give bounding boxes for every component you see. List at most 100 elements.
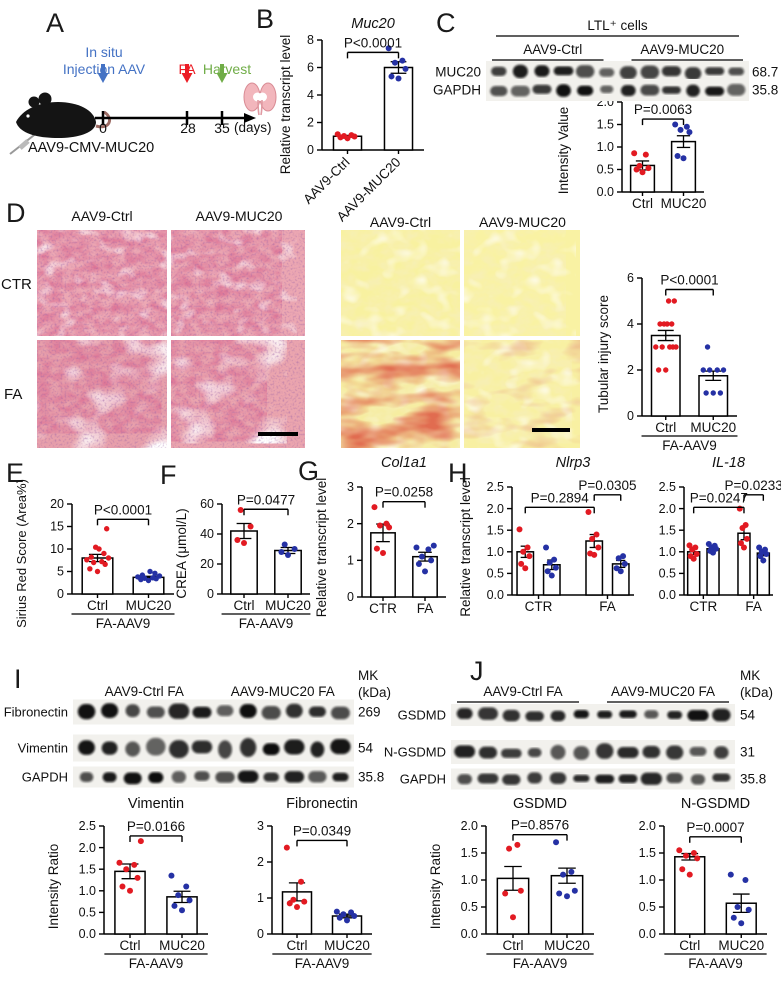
svg-text:3: 3 <box>257 819 264 833</box>
svg-text:P=0.0007: P=0.0007 <box>686 820 744 835</box>
panel-label-e: E <box>6 458 25 488</box>
svg-text:CREA (μmol/L): CREA (μmol/L) <box>174 508 189 598</box>
svg-text:MUC20: MUC20 <box>661 196 707 211</box>
svg-text:AAV9-Ctrl FA: AAV9-Ctrl FA <box>105 684 184 699</box>
svg-text:20: 20 <box>200 557 214 571</box>
chart-muc20-transcript: 0 2 4 6 8 AAV9-Ctrl AAV9-MUC20 P<0.0001 Muc20 Rel… <box>278 14 432 224</box>
svg-text:0: 0 <box>207 587 214 601</box>
panel-label-f: F <box>160 460 177 490</box>
svg-text:0.5: 0.5 <box>597 163 614 177</box>
svg-text:1.5: 1.5 <box>597 118 614 132</box>
svg-text:0: 0 <box>627 409 634 423</box>
svg-text:FA: FA <box>417 601 434 616</box>
col1a1-svg: 0 1 2 3 CTR FA P=0.0258 Col1a1 Relative transcri… <box>314 455 446 617</box>
panel-label-j: J <box>470 656 484 686</box>
svg-text:2.0: 2.0 <box>79 841 96 855</box>
svg-text:MUC20: MUC20 <box>544 938 590 953</box>
svg-text:35.8: 35.8 <box>358 770 384 785</box>
svg-text:10: 10 <box>50 542 64 556</box>
chart-tubular-injury: 0 2 4 6 Ctrl MUC20 FA-AAV9 P<0.0001 Tubular inju… <box>596 260 781 462</box>
svg-text:P=0.0477: P=0.0477 <box>237 492 295 507</box>
svg-text:GAPDH: GAPDH <box>400 772 446 787</box>
svg-text:AAV9-Ctrl: AAV9-Ctrl <box>300 155 352 207</box>
svg-text:FA-AAV9: FA-AAV9 <box>688 956 743 971</box>
panel-label-g: G <box>298 456 320 486</box>
svg-text:0.5: 0.5 <box>659 567 676 581</box>
svg-text:20: 20 <box>50 497 64 511</box>
harvest-label: Harvest <box>202 61 252 77</box>
svg-text:2.0: 2.0 <box>461 819 478 833</box>
panel-a-caption: AAV9-CMV-MUC20 <box>28 140 155 156</box>
chart-fibronectin-ratio: 0 1 2 3 Ctrl MUC20 FA-AAV9 P=0.0349 Fibronectin <box>230 794 390 992</box>
svg-text:0: 0 <box>347 590 354 604</box>
svg-text:P<0.0001: P<0.0001 <box>94 502 152 517</box>
he-image-ctr-aav9-muc20 <box>171 230 305 336</box>
svg-text:2.0: 2.0 <box>639 819 656 833</box>
svg-text:2.0: 2.0 <box>487 502 504 516</box>
svg-text:0.0: 0.0 <box>461 927 478 941</box>
svg-text:Ctrl: Ctrl <box>287 938 308 953</box>
panel-label-b: B <box>256 4 275 34</box>
histology-row-label-fa: FA <box>4 386 23 403</box>
svg-text:P=0.0349: P=0.0349 <box>293 823 351 838</box>
timeline-day-28: 28 <box>180 120 196 136</box>
chart-vimentin-ratio: 0.0 0.5 1.0 1.5 2.0 2.5 Ctrl MUC20 FA-AAV9 P=0.01… <box>46 794 224 992</box>
svg-text:FA-AAV9: FA-AAV9 <box>513 956 568 971</box>
western-blot-panel-j: AAV9-Ctrl FA AAV9-MUC20 FA MK (kDa) GSDMD 54 N… <box>384 658 781 796</box>
svg-text:N-GSDMD: N-GSDMD <box>384 745 446 760</box>
svg-text:Fibronectin: Fibronectin <box>286 796 358 812</box>
panel-label-a: A <box>46 8 65 38</box>
timeline-day-0: 0 <box>99 120 107 136</box>
chart-col1a1: 0 1 2 3 CTR FA P=0.0258 Col1a1 Relative transcri… <box>314 453 458 653</box>
svg-text:1.0: 1.0 <box>639 873 656 887</box>
svg-text:P=0.0166: P=0.0166 <box>127 819 185 834</box>
timeline-days-unit: (days) <box>234 120 272 135</box>
injection-label-line2: Injection AAV <box>62 61 146 77</box>
svg-text:6: 6 <box>627 271 634 285</box>
svg-text:(kDa): (kDa) <box>358 685 391 700</box>
svg-text:54: 54 <box>358 741 374 756</box>
sr-column-header-muc20: AAV9-MUC20 <box>479 214 566 230</box>
scale-bar <box>532 428 570 432</box>
western-blot-panel-c-svg: LTL⁺ cells AAV9-Ctrl AAV9-MUC20 MUC20 68.7 GA… <box>433 18 778 101</box>
western-blot-panel-c: LTL⁺ cells AAV9-Ctrl AAV9-MUC20 MUC20 68.7 GA… <box>430 12 781 104</box>
kidney-icon <box>243 82 277 116</box>
chart-il18: 0.0 0.5 1.0 1.5 2.0 2.5 CTR FA P=0.0247 P=0.0233 I… <box>640 453 781 653</box>
fa-label: FA <box>178 61 196 77</box>
svg-text:MUC20: MUC20 <box>265 598 311 613</box>
svg-text:P=0.2894: P=0.2894 <box>531 490 590 505</box>
svg-text:Fibronectin: Fibronectin <box>4 705 68 720</box>
chart-sirius-red: 0 5 10 15 20 Ctrl MUC20 FA-AAV9 P<0.0001 Sirius R… <box>14 464 192 652</box>
vimentin_ratio-svg: 0.0 0.5 1.0 1.5 2.0 2.5 Ctrl MUC20 FA-AAV9 P=0.01… <box>46 796 208 971</box>
svg-text:MUC20: MUC20 <box>324 938 370 953</box>
sr-column-header-ctrl: AAV9-Ctrl <box>369 214 432 230</box>
svg-text:54: 54 <box>740 708 756 723</box>
svg-text:31: 31 <box>740 745 755 760</box>
svg-text:Nlrp3: Nlrp3 <box>556 455 591 471</box>
svg-text:1.0: 1.0 <box>461 873 478 887</box>
svg-text:2.5: 2.5 <box>659 480 676 494</box>
svg-text:AAV9-MUC20: AAV9-MUC20 <box>640 42 724 57</box>
svg-text:GAPDH: GAPDH <box>22 770 68 785</box>
svg-text:1.5: 1.5 <box>79 862 96 876</box>
svg-text:0.5: 0.5 <box>461 900 478 914</box>
svg-text:FA-AAV9: FA-AAV9 <box>295 956 350 971</box>
he-column-header-muc20: AAV9-MUC20 <box>195 208 283 224</box>
svg-text:0.5: 0.5 <box>79 906 96 920</box>
svg-text:GAPDH: GAPDH <box>433 83 481 98</box>
svg-text:0: 0 <box>257 927 264 941</box>
svg-text:0.0: 0.0 <box>639 927 656 941</box>
chart-gsdmd-ratio: 0.0 0.5 1.0 1.5 2.0 Ctrl MUC20 FA-AAV9 P=0.8576 G… <box>428 794 614 992</box>
svg-text:2: 2 <box>257 855 264 869</box>
svg-text:Ctrl: Ctrl <box>632 196 653 211</box>
svg-text:P=0.0258: P=0.0258 <box>375 485 433 500</box>
svg-text:0: 0 <box>57 587 64 601</box>
svg-text:CTR: CTR <box>525 599 553 614</box>
chart-ngsdmd-ratio: 0.0 0.5 1.0 1.5 2.0 Ctrl MUC20 FA-AAV9 P=0.0007 N… <box>618 794 781 992</box>
svg-text:P=0.0063: P=0.0063 <box>634 102 692 117</box>
svg-text:Sirius Red Score (Area%): Sirius Red Score (Area%) <box>14 479 29 628</box>
western-blot-panel-j-svg: AAV9-Ctrl FA AAV9-MUC20 FA MK (kDa) GSDMD 54 N… <box>384 668 773 790</box>
harvest-arrow-icon <box>216 64 228 83</box>
svg-text:FA: FA <box>599 599 616 614</box>
